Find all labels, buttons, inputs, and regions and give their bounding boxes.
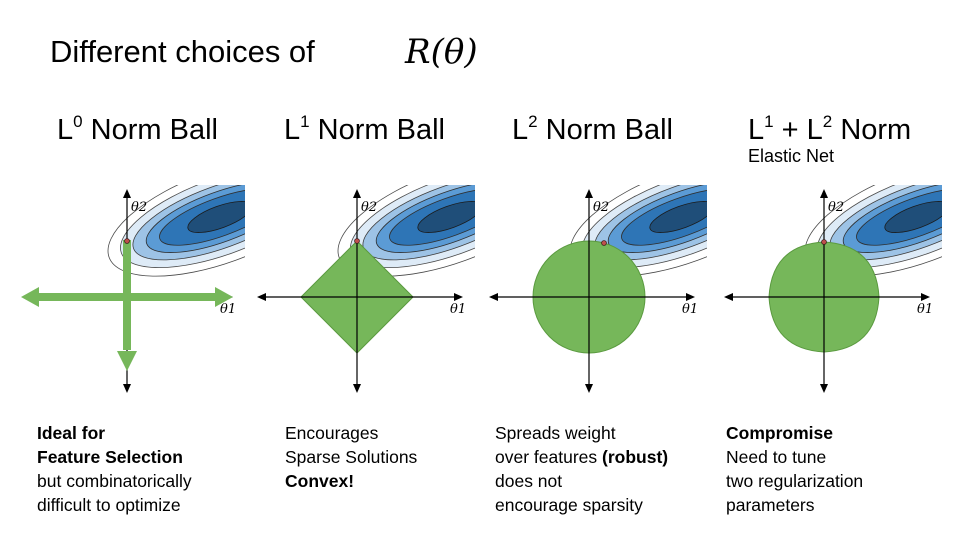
heading-l2-base: L (512, 114, 529, 146)
caption-text: does not (495, 471, 563, 491)
theta1-arrowhead-left (489, 293, 498, 301)
caption-line: but combinatorically (37, 469, 192, 493)
caption-text: difficult to optimize (37, 495, 181, 515)
caption-line: parameters (726, 493, 863, 517)
heading-l0: L0 Norm Ball (57, 112, 218, 147)
caption-text: Need to tune (726, 447, 827, 467)
axis-label-theta2: θ2 (361, 200, 377, 215)
slide-title: Different choices of (50, 34, 315, 69)
optimum-point (354, 238, 360, 244)
theta2-arrowhead-down (123, 384, 131, 393)
l0-cross (21, 240, 233, 371)
contour-level-5 (417, 201, 475, 233)
theta2-arrowhead-down (585, 384, 593, 393)
axis-label-theta2: θ2 (828, 200, 844, 215)
caption-text: Ideal for (37, 423, 106, 443)
optimum-point (821, 239, 827, 245)
theta1-arrowhead-left (257, 293, 266, 301)
caption-line: encourage sparsity (495, 493, 668, 517)
loss-contours (569, 185, 707, 277)
heading-l0-base: L (57, 114, 74, 146)
theta2-arrowhead-up (123, 189, 131, 198)
heading-l1: L1 Norm Ball (284, 112, 445, 147)
heading-l1-rest: Norm Ball (309, 114, 445, 146)
caption-line: Need to tune (726, 445, 863, 469)
heading-elastic-sup2: 2 (822, 112, 833, 131)
caption-line: Ideal for (37, 421, 192, 445)
axis-label-theta2: θ2 (131, 200, 147, 215)
loss-contours (107, 185, 245, 277)
caption-text: Sparse Solutions (285, 447, 418, 467)
caption-line: Sparse Solutions (285, 445, 417, 469)
caption-elastic: Compromise Need to tune two regularization… (726, 421, 863, 517)
diagram-l1: θ1 θ2 (257, 185, 475, 393)
caption-text: Convex! (285, 471, 355, 491)
heading-elastic-base: L (748, 114, 765, 146)
heading-elastic-sup: 1 (764, 112, 774, 131)
caption-text: Encourages (285, 423, 379, 443)
caption-l2: Spreads weight over features (robust) does… (495, 421, 668, 517)
caption-line: does not (495, 469, 668, 493)
caption-text: Compromise (726, 423, 833, 443)
caption-l1: Encourages Sparse Solutions Convex! (285, 421, 417, 493)
l0-arrow-left (21, 287, 39, 307)
heading-elastic-rest: + L (773, 114, 823, 146)
caption-line: Compromise (726, 421, 863, 445)
theta1-arrowhead-right (921, 293, 930, 301)
heading-l0-rest: Norm Ball (82, 114, 218, 146)
theta1-arrowhead-left (724, 293, 733, 301)
caption-text: over features (495, 447, 602, 467)
caption-line: Feature Selection (37, 445, 192, 469)
theta2-arrowhead-down (820, 384, 828, 393)
caption-line: Spreads weight (495, 421, 668, 445)
l0-arrow-down (117, 351, 137, 371)
theta1-arrowhead-right (686, 293, 695, 301)
optimum-point (124, 238, 130, 244)
theta1-arrowhead-right (454, 293, 463, 301)
contour-level-5 (649, 201, 707, 233)
caption-text: (robust) (602, 447, 669, 467)
caption-l0: Ideal for Feature Selection but combinator… (37, 421, 192, 517)
caption-text: two regularization (726, 471, 864, 491)
caption-line: Convex! (285, 469, 417, 493)
axis-label-theta2: θ2 (593, 200, 609, 215)
loss-contours (804, 185, 942, 277)
contour-level-5 (884, 201, 942, 233)
axis-label-theta1: θ1 (220, 302, 236, 317)
caption-text: but combinatorically (37, 471, 192, 491)
diagram-l2: θ1 θ2 (489, 185, 707, 393)
caption-text: encourage sparsity (495, 495, 643, 515)
heading-l1-base: L (284, 114, 301, 146)
diagram-elastic: θ1 θ2 (724, 185, 942, 393)
theta2-arrowhead-down (353, 384, 361, 393)
caption-line: Encourages (285, 421, 417, 445)
contour-level-5 (187, 201, 245, 233)
axis-label-theta1: θ1 (682, 302, 698, 317)
caption-line: over features (robust) (495, 445, 668, 469)
heading-l2: L2 Norm Ball (512, 112, 673, 147)
caption-text: parameters (726, 495, 815, 515)
heading-elastic-rest2: Norm (832, 114, 912, 146)
heading-l2-sup: 2 (528, 112, 538, 131)
caption-line: difficult to optimize (37, 493, 192, 517)
diagram-l0: θ1 θ2 (21, 185, 245, 393)
slide-title-math: R(θ) (405, 32, 478, 72)
heading-l1-sup: 1 (300, 112, 310, 131)
theta2-arrowhead-up (820, 189, 828, 198)
heading-l0-sup: 0 (73, 112, 83, 131)
theta2-arrowhead-up (353, 189, 361, 198)
theta2-arrowhead-up (585, 189, 593, 198)
axis-label-theta1: θ1 (917, 302, 933, 317)
heading-l2-rest: Norm Ball (537, 114, 673, 146)
heading-elastic: L1 + L2 Norm (748, 112, 911, 147)
axis-label-theta1: θ1 (450, 302, 466, 317)
loss-contours (337, 185, 475, 277)
caption-line: two regularization (726, 469, 863, 493)
caption-text: Spreads weight (495, 423, 616, 443)
l0-arrow-right (215, 287, 233, 307)
optimum-point (601, 240, 607, 246)
subheading-elastic: Elastic Net (748, 146, 835, 166)
caption-text: Feature Selection (37, 447, 183, 467)
